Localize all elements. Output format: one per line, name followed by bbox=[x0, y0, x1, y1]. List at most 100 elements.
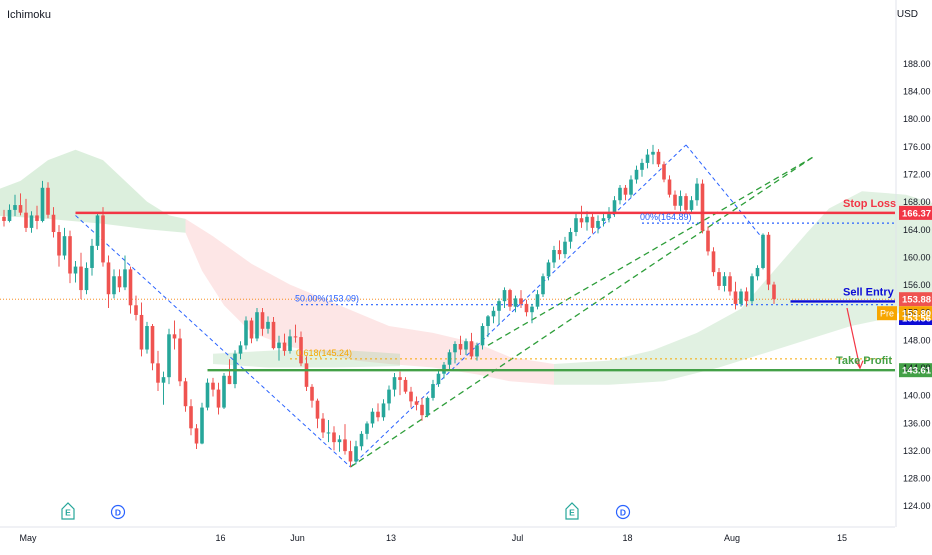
y-tick-label: 172.00 bbox=[903, 169, 931, 179]
level-label-sell-entry: Sell Entry bbox=[843, 286, 895, 298]
x-tick-label: Aug bbox=[724, 533, 740, 543]
candle bbox=[266, 321, 270, 329]
event-marker-letter: D bbox=[115, 508, 121, 518]
candle bbox=[216, 389, 221, 408]
candle bbox=[62, 236, 67, 256]
candle bbox=[425, 397, 430, 416]
candle bbox=[557, 249, 562, 255]
candle bbox=[255, 312, 259, 339]
indicator-label[interactable]: Ichimoku bbox=[7, 9, 52, 21]
y-tick-label: 124.00 bbox=[903, 501, 931, 511]
candle bbox=[541, 276, 545, 295]
candle bbox=[453, 343, 457, 353]
candle bbox=[150, 326, 155, 364]
candle bbox=[387, 389, 391, 404]
candle bbox=[139, 314, 144, 350]
candle bbox=[420, 404, 424, 416]
x-tick-label: 16 bbox=[215, 533, 225, 543]
cloud-green-1 bbox=[0, 149, 186, 233]
fib-label: 50.00%(153.09) bbox=[295, 294, 359, 304]
currency-label[interactable]: USD bbox=[896, 9, 918, 20]
candle bbox=[695, 183, 699, 201]
candle bbox=[612, 200, 617, 215]
candle bbox=[381, 403, 386, 418]
dividend-marker bbox=[615, 504, 631, 520]
candle bbox=[348, 451, 353, 462]
dividend-marker bbox=[110, 504, 126, 520]
candle bbox=[398, 377, 402, 380]
candle bbox=[13, 205, 17, 210]
y-tick-label: 132.00 bbox=[903, 446, 931, 456]
earnings-marker bbox=[61, 502, 75, 520]
candle bbox=[18, 205, 23, 213]
candle bbox=[673, 194, 677, 206]
candle bbox=[343, 439, 347, 452]
candle bbox=[475, 345, 479, 357]
fib-retracement-diagonal-3 bbox=[685, 144, 764, 240]
candle bbox=[563, 241, 567, 255]
candle bbox=[244, 320, 248, 346]
x-tick-label: 13 bbox=[386, 533, 396, 543]
price-tag-last-bg bbox=[899, 292, 932, 307]
price-tag-stop-loss: 166.37 bbox=[902, 208, 931, 219]
earnings-marker bbox=[565, 502, 579, 520]
level-label-stop-loss: Stop Loss bbox=[843, 198, 896, 210]
candle bbox=[2, 216, 6, 221]
candle bbox=[24, 212, 28, 228]
candle bbox=[73, 266, 78, 274]
candle bbox=[464, 341, 468, 350]
candle bbox=[640, 162, 644, 170]
candle bbox=[68, 236, 72, 274]
candle bbox=[535, 294, 540, 307]
candle bbox=[161, 377, 166, 383]
candle bbox=[447, 352, 452, 365]
candle bbox=[117, 276, 122, 288]
candle bbox=[84, 267, 89, 291]
fib-retracement-diagonal-1 bbox=[75, 215, 351, 468]
candle bbox=[519, 298, 523, 304]
candle bbox=[607, 214, 611, 219]
candle bbox=[733, 291, 738, 304]
candle bbox=[293, 336, 298, 338]
candles bbox=[2, 144, 776, 468]
pre-label: Pre bbox=[880, 309, 894, 319]
price-axis bbox=[877, 0, 932, 527]
candle bbox=[491, 310, 496, 317]
candle bbox=[7, 209, 12, 221]
y-tick-label: 148.00 bbox=[903, 335, 931, 345]
candle bbox=[651, 151, 655, 155]
trend-channel-upper bbox=[487, 156, 813, 346]
candle bbox=[656, 151, 661, 165]
candle bbox=[299, 337, 303, 364]
fib-retracement-diagonal-2 bbox=[350, 144, 687, 468]
candle bbox=[678, 196, 683, 206]
candle bbox=[480, 326, 485, 346]
price-tag-pre-bg bbox=[899, 306, 932, 321]
y-tick-label: 164.00 bbox=[903, 225, 931, 235]
x-tick-label: 15 bbox=[837, 533, 847, 543]
y-tick-label: 128.00 bbox=[903, 474, 931, 484]
candle bbox=[271, 321, 276, 349]
candle bbox=[431, 384, 435, 398]
candle bbox=[634, 169, 639, 180]
candle bbox=[772, 284, 776, 300]
candle bbox=[722, 276, 727, 286]
candle bbox=[711, 251, 716, 273]
candle bbox=[57, 232, 61, 256]
candle bbox=[183, 381, 188, 407]
y-tick-label: 140.00 bbox=[903, 391, 931, 401]
arrow-head bbox=[855, 360, 864, 370]
candle bbox=[585, 216, 589, 223]
candle bbox=[326, 432, 331, 434]
y-tick-label: 160.00 bbox=[903, 252, 931, 262]
candle bbox=[568, 232, 573, 242]
event-marker-letter: E bbox=[65, 508, 71, 518]
candle bbox=[667, 179, 672, 195]
candle bbox=[304, 363, 309, 387]
take-profit-arrow bbox=[846, 307, 861, 369]
candle bbox=[260, 312, 265, 329]
candle bbox=[574, 218, 578, 233]
y-tick-label: 144.00 bbox=[903, 363, 931, 373]
